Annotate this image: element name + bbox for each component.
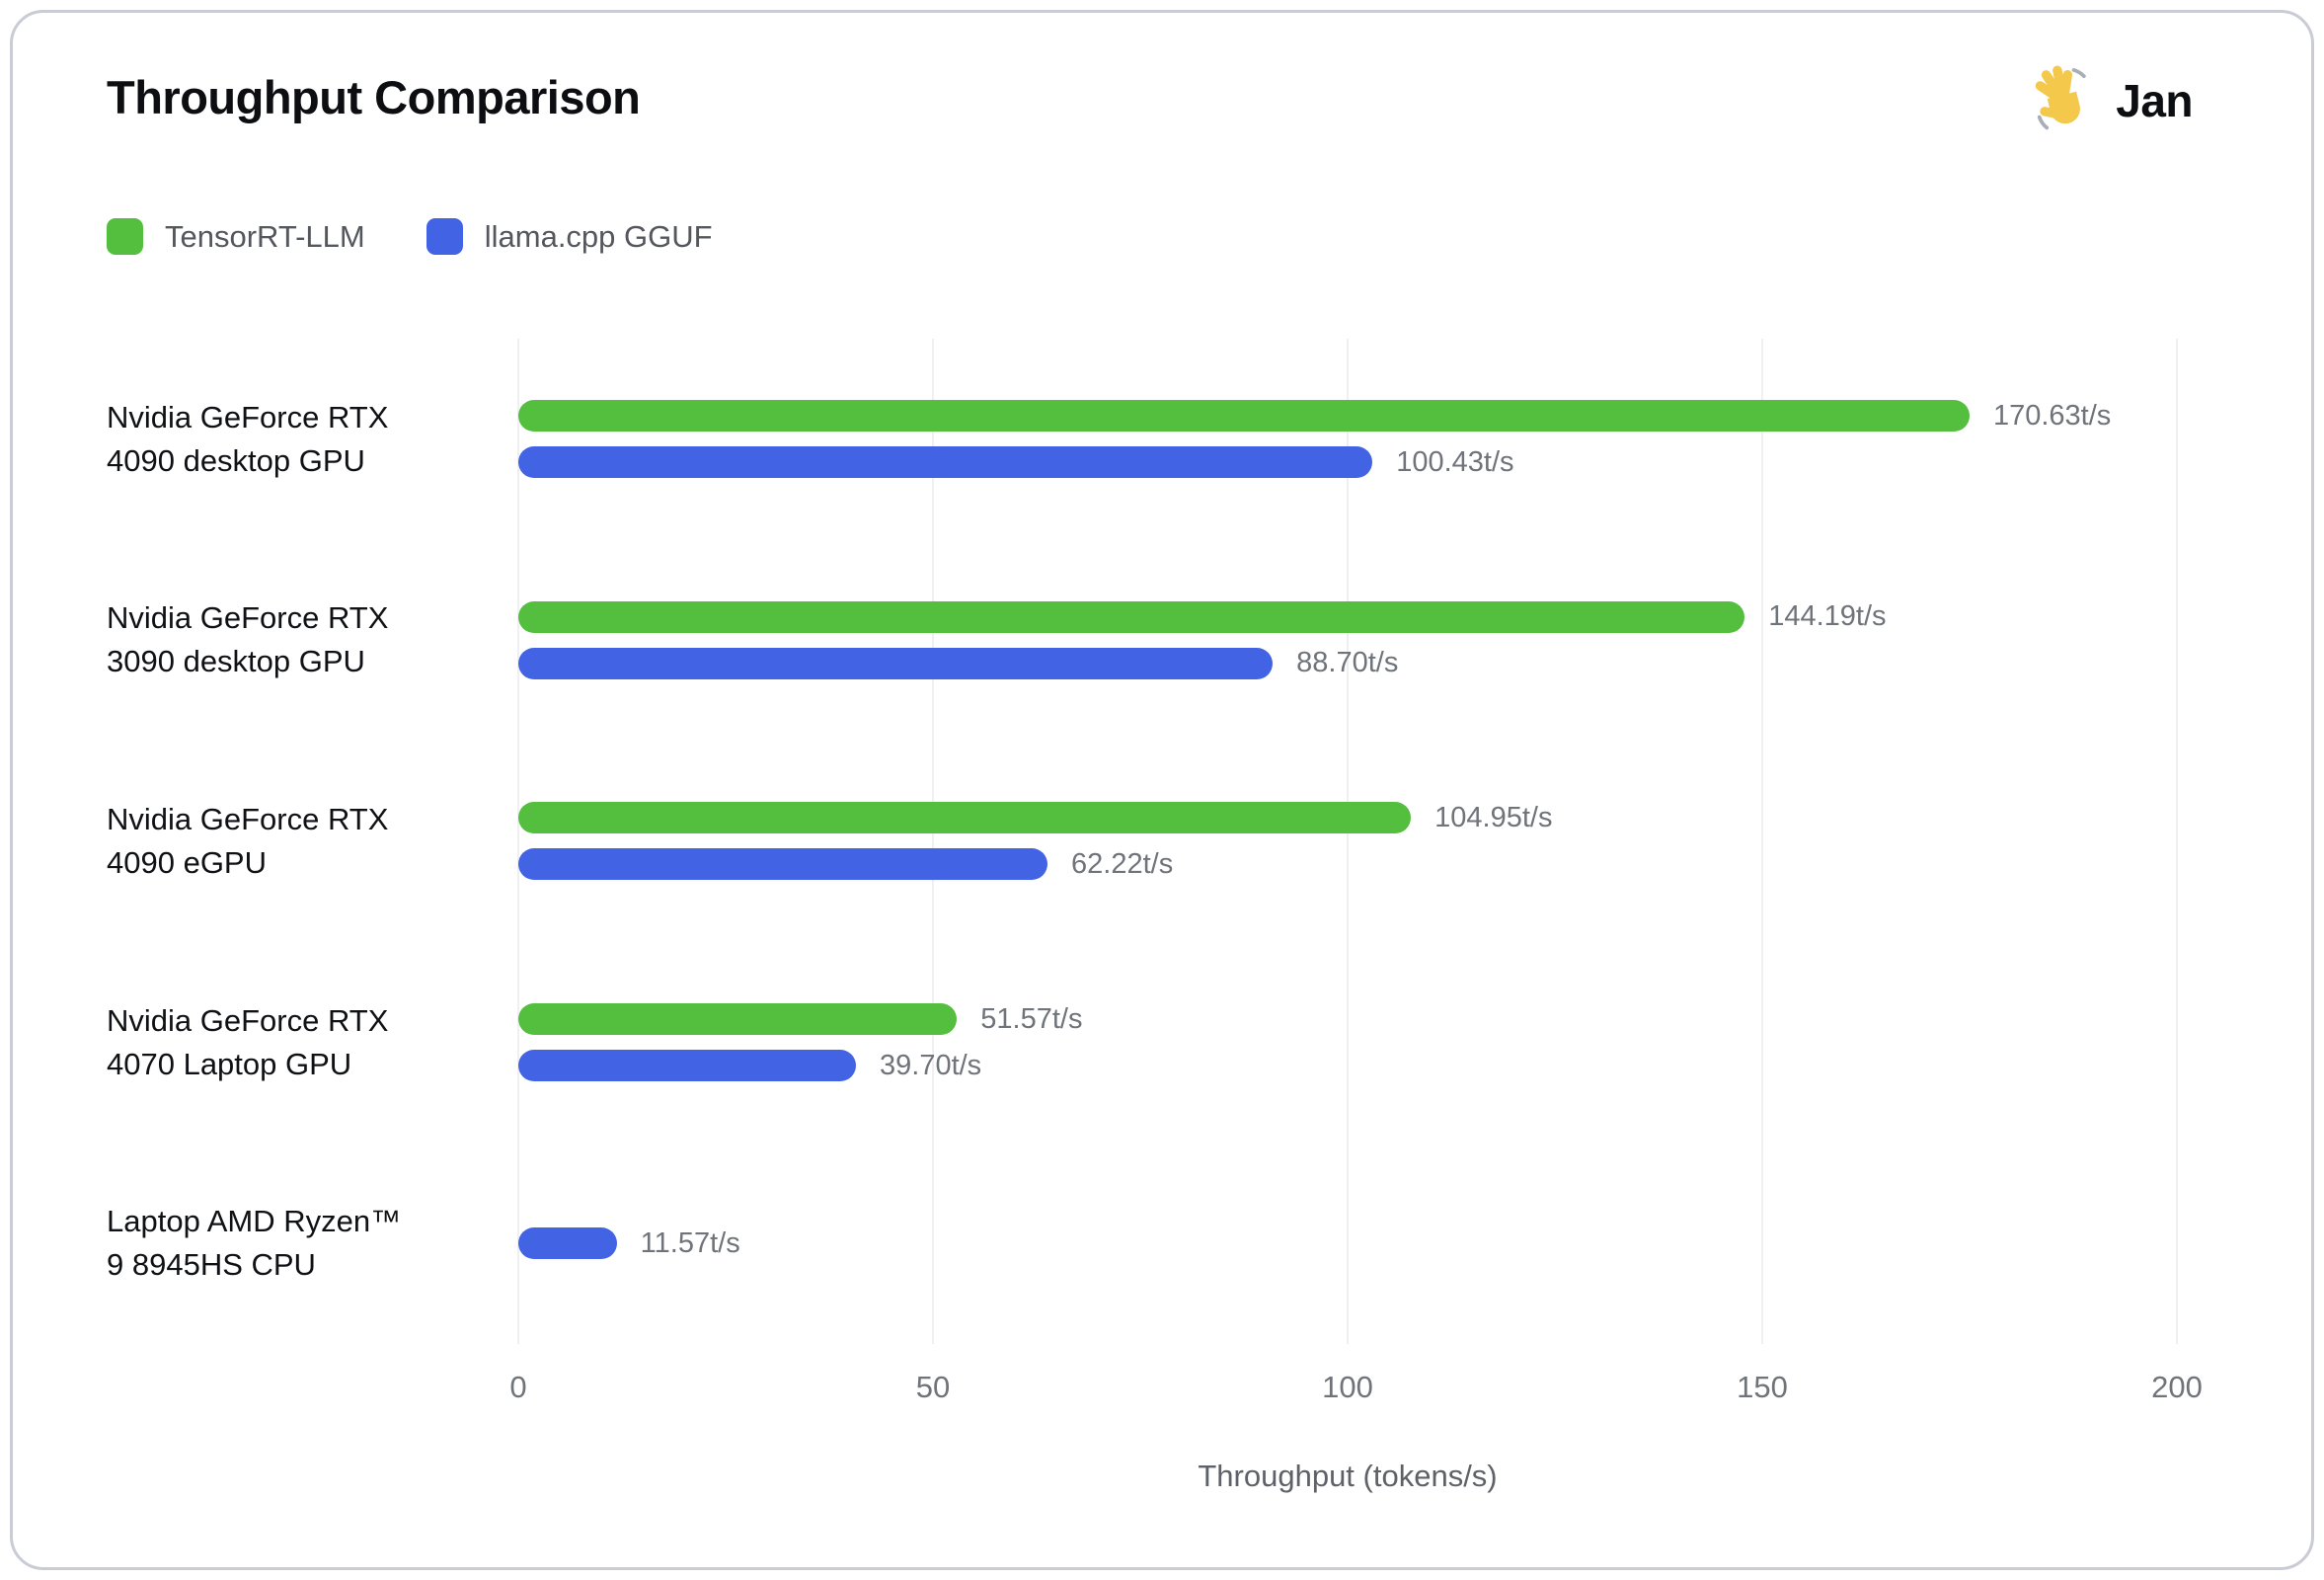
legend-swatch [426,218,463,255]
bar-value-label: 104.95t/s [1434,801,1553,833]
chart-row: Nvidia GeForce RTX 4090 eGPU 104.95t/s 62.2… [107,741,2219,942]
logo-wordmark: Jan [2116,74,2193,126]
chart-row: Nvidia GeForce RTX 4090 desktop GPU 170.63… [107,339,2219,540]
chart-rows: Nvidia GeForce RTX 4090 desktop GPU 170.63… [107,339,2219,1344]
x-axis: 0 50 100 150 200 [509,1370,2202,1409]
bar-llama-cpp-gguf [518,848,1048,881]
bar-group: 11.57t/s [518,1226,2219,1260]
legend-item: TensorRT-LLM [107,218,365,255]
bar-value-label: 11.57t/s [640,1226,740,1259]
bar-group: 144.19t/s 88.70t/s [518,600,2219,679]
x-tick: 50 [915,1370,951,1404]
x-tick: 150 [1737,1370,1788,1404]
chart-card: Throughput Comparison [10,10,2314,1570]
bar-value-label: 51.57t/s [980,1002,1083,1035]
page-title: Throughput Comparison [107,71,641,123]
bar-line: 88.70t/s [518,647,2219,679]
category-label: Laptop AMD Ryzen™ 9 8945HS CPU [107,1204,402,1283]
bar-tensorrt-llm [518,600,1745,633]
bar-value-label: 100.43t/s [1396,445,1514,478]
bar-value-label: 39.70t/s [880,1049,982,1081]
bar-llama-cpp-gguf [518,446,1373,479]
legend-label: llama.cpp GGUF [484,218,713,254]
chart-row: Nvidia GeForce RTX 4070 Laptop GPU 51.57t/… [107,942,2219,1144]
bar-group: 170.63t/s 100.43t/s [518,399,2219,479]
gridline [2176,339,2178,1344]
x-tick: 0 [509,1370,527,1404]
bar-value-label: 170.63t/s [1992,399,2112,432]
x-tick: 100 [1322,1370,1373,1404]
waving-hand-emoji-icon [2027,64,2100,136]
bar-llama-cpp-gguf [518,1227,617,1260]
gridline [932,339,934,1344]
legend-item: llama.cpp GGUF [426,218,713,255]
bar-value-label: 144.19t/s [1768,600,1887,633]
bar-group: 104.95t/s 62.22t/s [518,801,2219,881]
legend-swatch [107,218,143,255]
category-label: Nvidia GeForce RTX 4070 Laptop GPU [107,1002,389,1081]
gridline [1347,339,1349,1344]
gridline [517,339,519,1344]
bar-line: 62.22t/s [518,847,2219,881]
bar-llama-cpp-gguf [518,647,1274,679]
x-tick: 200 [2151,1370,2203,1404]
chart-row: Laptop AMD Ryzen™ 9 8945HS CPU 11.57t/s [107,1143,2219,1344]
chart-row: Nvidia GeForce RTX 3090 desktop GPU 144.19… [107,540,2219,742]
category-label: Nvidia GeForce RTX 4090 desktop GPU [107,399,389,478]
bar-tensorrt-llm [518,802,1412,834]
bar-tensorrt-llm [518,1003,958,1036]
bar-value-label: 62.22t/s [1071,847,1174,880]
plot-gridlines [517,339,2178,1344]
bar-line: 170.63t/s [518,399,2219,433]
legend-label: TensorRT-LLM [165,218,365,254]
x-axis-label: Throughput (tokens/s) [1198,1459,1498,1493]
bar-value-label: 88.70t/s [1296,647,1399,679]
bar-line: 100.43t/s [518,445,2219,479]
chart-legend: TensorRT-LLM llama.cpp GGUF [107,218,713,255]
bar-group: 51.57t/s 39.70t/s [518,1002,2219,1082]
bar-line: 51.57t/s [518,1002,2219,1036]
bar-llama-cpp-gguf [518,1050,856,1082]
bar-tensorrt-llm [518,400,1970,433]
jan-logo: Jan [2027,64,2193,136]
bar-line: 104.95t/s [518,801,2219,834]
bar-line: 11.57t/s [518,1226,2219,1260]
category-label: Nvidia GeForce RTX 3090 desktop GPU [107,600,389,679]
bar-line: 144.19t/s [518,600,2219,633]
gridline [1761,339,1763,1344]
category-label: Nvidia GeForce RTX 4090 eGPU [107,801,389,880]
bar-line: 39.70t/s [518,1049,2219,1082]
